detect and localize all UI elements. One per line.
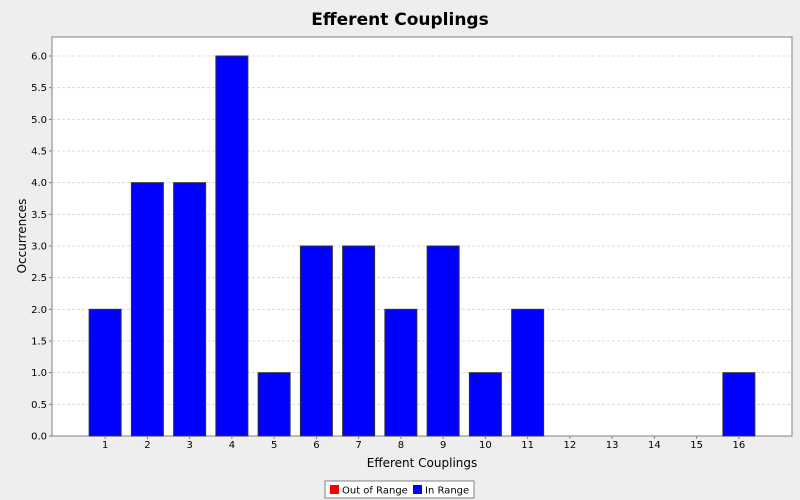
x-tick-label: 3 [186, 440, 192, 451]
y-tick-label: 3.5 [31, 210, 47, 221]
x-tick-label: 4 [229, 440, 235, 451]
x-tick-label: 14 [648, 440, 661, 451]
bar [88, 308, 122, 437]
bar [342, 245, 376, 437]
legend-swatch [330, 485, 339, 494]
x-axis: 1 2 3 4 5 6 7 8 9 10 11 12 13 14 15 16 [102, 436, 745, 451]
x-tick-label: 10 [479, 440, 492, 451]
y-tick-label: 0.5 [31, 400, 47, 411]
y-tick-label: 4.0 [31, 178, 47, 189]
bar [257, 372, 291, 437]
y-tick-label: 2.5 [31, 273, 47, 284]
y-tick-label: 1.0 [31, 368, 47, 379]
bar [215, 55, 249, 437]
bar [722, 372, 756, 437]
bar [130, 182, 164, 437]
x-tick-label: 5 [271, 440, 277, 451]
x-axis-label: Efferent Couplings [367, 456, 478, 470]
y-tick-label: 3.0 [31, 242, 47, 253]
legend-label: In Range [425, 486, 469, 497]
chart-title: Efferent Couplings [311, 10, 488, 30]
legend-box [324, 480, 475, 499]
y-tick-label: 5.5 [31, 83, 47, 94]
y-tick-label: 2.0 [31, 305, 47, 316]
y-tick-label: 0.0 [31, 432, 47, 443]
x-tick-label: 6 [313, 440, 319, 451]
bar [299, 245, 333, 437]
x-tick-label: 7 [355, 440, 361, 451]
x-tick-label: 8 [398, 440, 404, 451]
x-tick-label: 12 [564, 440, 577, 451]
x-tick-label: 11 [521, 440, 534, 451]
legend-swatch [413, 485, 422, 494]
y-tick-label: 6.0 [31, 52, 47, 63]
x-tick-label: 16 [733, 440, 746, 451]
y-axis-label: Occurrences [15, 199, 29, 274]
bar [511, 308, 545, 437]
y-tick-label: 1.5 [31, 337, 47, 348]
bar [468, 372, 502, 437]
legend: Out of Range In Range [324, 480, 475, 499]
y-axis: 0.0 0.5 1.0 1.5 2.0 2.5 3.0 3.5 4.0 4.5 5.0 5.5 6.0 [31, 52, 52, 443]
bars [88, 55, 756, 437]
x-tick-label: 9 [440, 440, 446, 451]
x-tick-label: 1 [102, 440, 108, 451]
x-tick-label: 2 [144, 440, 150, 451]
bar [384, 308, 418, 437]
grid-lines [52, 55, 792, 405]
bar [173, 182, 207, 437]
bar [426, 245, 460, 437]
x-tick-label: 13 [606, 440, 619, 451]
y-tick-label: 4.5 [31, 147, 47, 158]
y-tick-label: 5.0 [31, 115, 47, 126]
x-tick-label: 15 [690, 440, 703, 451]
legend-label: Out of Range [342, 486, 408, 497]
